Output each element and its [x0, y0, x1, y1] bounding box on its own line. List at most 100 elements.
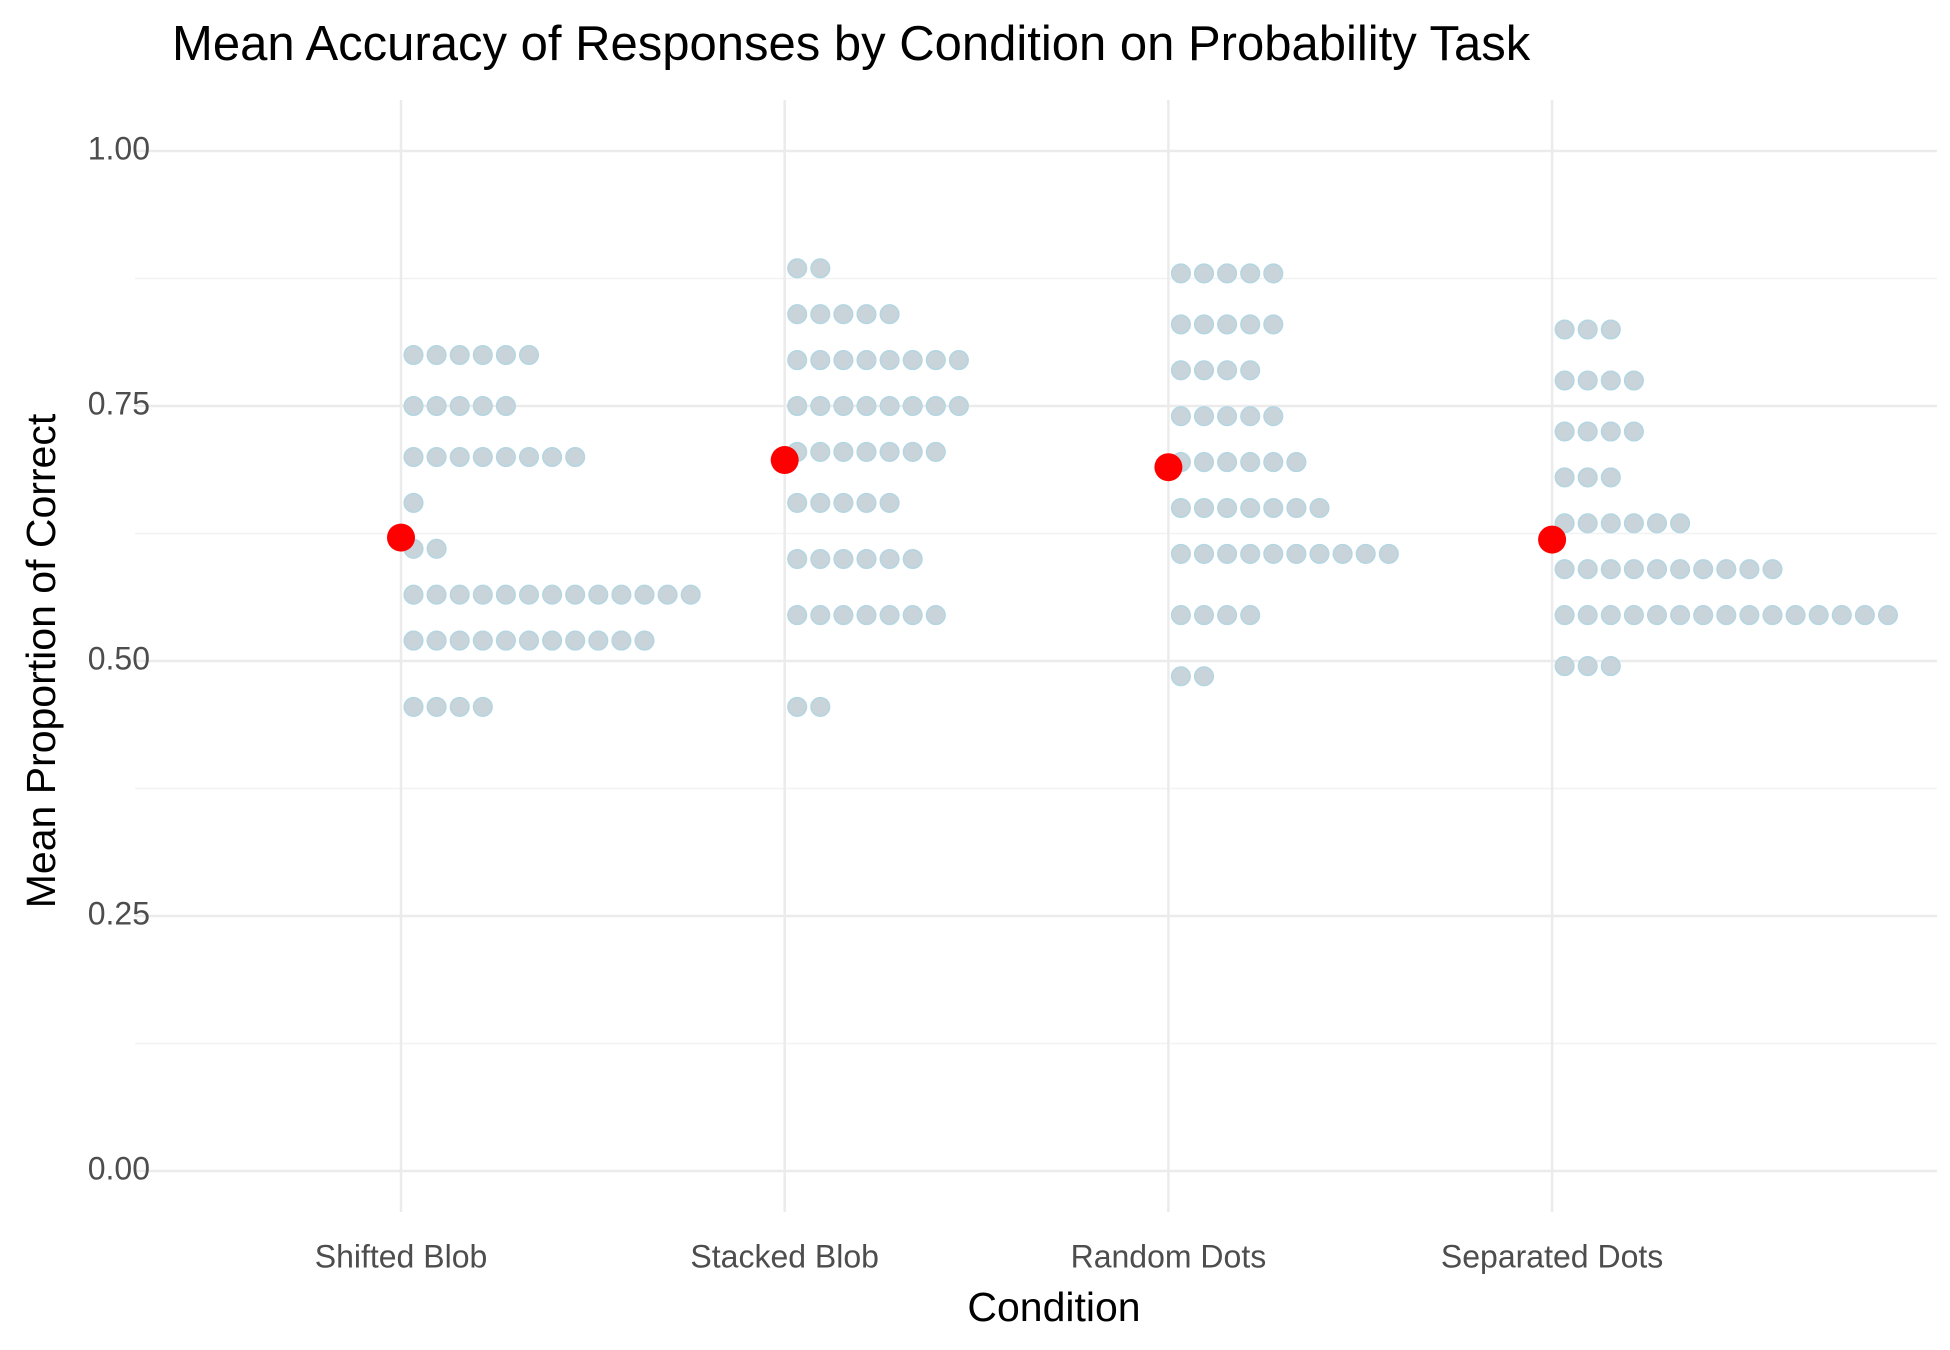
observation-dot	[1240, 406, 1261, 427]
observation-dot	[1170, 406, 1191, 427]
observation-dot	[518, 446, 540, 468]
observation-dot	[518, 344, 540, 366]
observation-dot	[879, 441, 900, 462]
observation-dot	[1600, 513, 1621, 534]
observation-dot	[879, 492, 900, 513]
observation-dot	[787, 304, 808, 325]
observation-dot	[542, 584, 563, 605]
observation-dot	[1193, 263, 1215, 284]
observation-dot	[1217, 497, 1238, 519]
observation-dot	[1739, 559, 1760, 580]
y-tick-label: 0.50	[88, 640, 150, 676]
observation-dot	[810, 395, 831, 417]
observation-dot	[472, 696, 493, 717]
observation-dot	[1600, 559, 1621, 580]
observation-dot	[403, 344, 424, 366]
observation-dot	[856, 548, 877, 570]
observation-dot	[833, 350, 854, 371]
observation-dot	[426, 538, 447, 559]
observation-dot	[1193, 543, 1215, 564]
observation-dot	[403, 584, 424, 605]
observation-dot	[1600, 656, 1621, 677]
observation-dot	[948, 350, 969, 371]
observation-dot	[495, 630, 516, 651]
observation-dot	[787, 492, 808, 513]
observation-dot	[856, 304, 877, 325]
observation-dot	[1577, 421, 1598, 442]
observation-dot	[426, 446, 447, 468]
observation-dot	[472, 584, 493, 605]
observation-dot	[1263, 452, 1284, 473]
observation-dot	[1646, 513, 1668, 534]
observation-dot	[1854, 605, 1875, 626]
observation-dot	[833, 395, 854, 417]
observation-dot	[902, 548, 923, 570]
observation-dot	[518, 630, 540, 651]
observation-dot	[925, 395, 946, 417]
observation-dot	[588, 584, 609, 605]
observation-dot	[1193, 497, 1215, 519]
observation-dot	[426, 395, 447, 417]
observation-dot	[495, 395, 516, 417]
observation-dot	[833, 605, 854, 626]
observation-dot	[1554, 421, 1575, 442]
observation-dot	[1623, 605, 1644, 626]
observation-dot	[833, 441, 854, 462]
observation-dot	[1193, 406, 1215, 427]
observation-dot	[810, 350, 831, 371]
observation-dot	[902, 395, 923, 417]
observation-dot	[565, 630, 586, 651]
observation-dot	[833, 548, 854, 570]
observation-dot	[1193, 452, 1215, 473]
observation-dot	[1877, 605, 1899, 626]
observation-dot	[426, 696, 447, 717]
observation-dot	[634, 630, 655, 651]
observation-dot	[1378, 543, 1399, 564]
observation-dot	[879, 304, 900, 325]
observation-dot	[1623, 513, 1644, 534]
observation-dot	[1577, 656, 1598, 677]
observation-dot	[495, 344, 516, 366]
observation-dot	[1263, 314, 1284, 335]
observation-dot	[1170, 360, 1191, 381]
observation-dot	[1193, 314, 1215, 335]
observation-dot	[856, 350, 877, 371]
observation-dot	[1716, 559, 1737, 580]
observation-dot	[1170, 263, 1191, 284]
observation-dot	[833, 304, 854, 325]
observation-dot	[1600, 421, 1621, 442]
observation-dot	[1355, 543, 1376, 564]
observation-dot	[1193, 666, 1215, 687]
observation-dot	[856, 395, 877, 417]
observation-dot	[657, 584, 678, 605]
observation-dot	[1309, 497, 1330, 519]
observation-dot	[902, 605, 923, 626]
observation-dot	[472, 395, 493, 417]
observation-dot	[1831, 605, 1852, 626]
observation-dot	[810, 492, 831, 513]
observation-dot	[472, 446, 493, 468]
observation-dot	[1217, 360, 1238, 381]
observation-dot	[1554, 370, 1575, 391]
observation-dot	[1170, 605, 1191, 626]
observation-dot	[902, 350, 923, 371]
observation-dot	[1577, 559, 1598, 580]
x-tick-label: Shifted Blob	[315, 1238, 488, 1274]
y-tick-label: 1.00	[88, 130, 150, 166]
observation-dot	[1170, 314, 1191, 335]
x-axis-title: Condition	[967, 1284, 1140, 1330]
observation-dot	[472, 344, 493, 366]
mean-point	[1538, 525, 1567, 554]
observation-dot	[1577, 513, 1598, 534]
observation-dot	[1193, 605, 1215, 626]
observation-dot	[1623, 370, 1644, 391]
observation-dot	[1808, 605, 1829, 626]
observation-dot	[1739, 605, 1760, 626]
observation-dot	[1554, 467, 1575, 488]
observation-dot	[1600, 605, 1621, 626]
observation-dot	[1577, 370, 1598, 391]
y-tick-label: 0.75	[88, 385, 150, 421]
observation-dot	[495, 446, 516, 468]
observation-dot	[542, 446, 563, 468]
observation-dot	[680, 584, 701, 605]
